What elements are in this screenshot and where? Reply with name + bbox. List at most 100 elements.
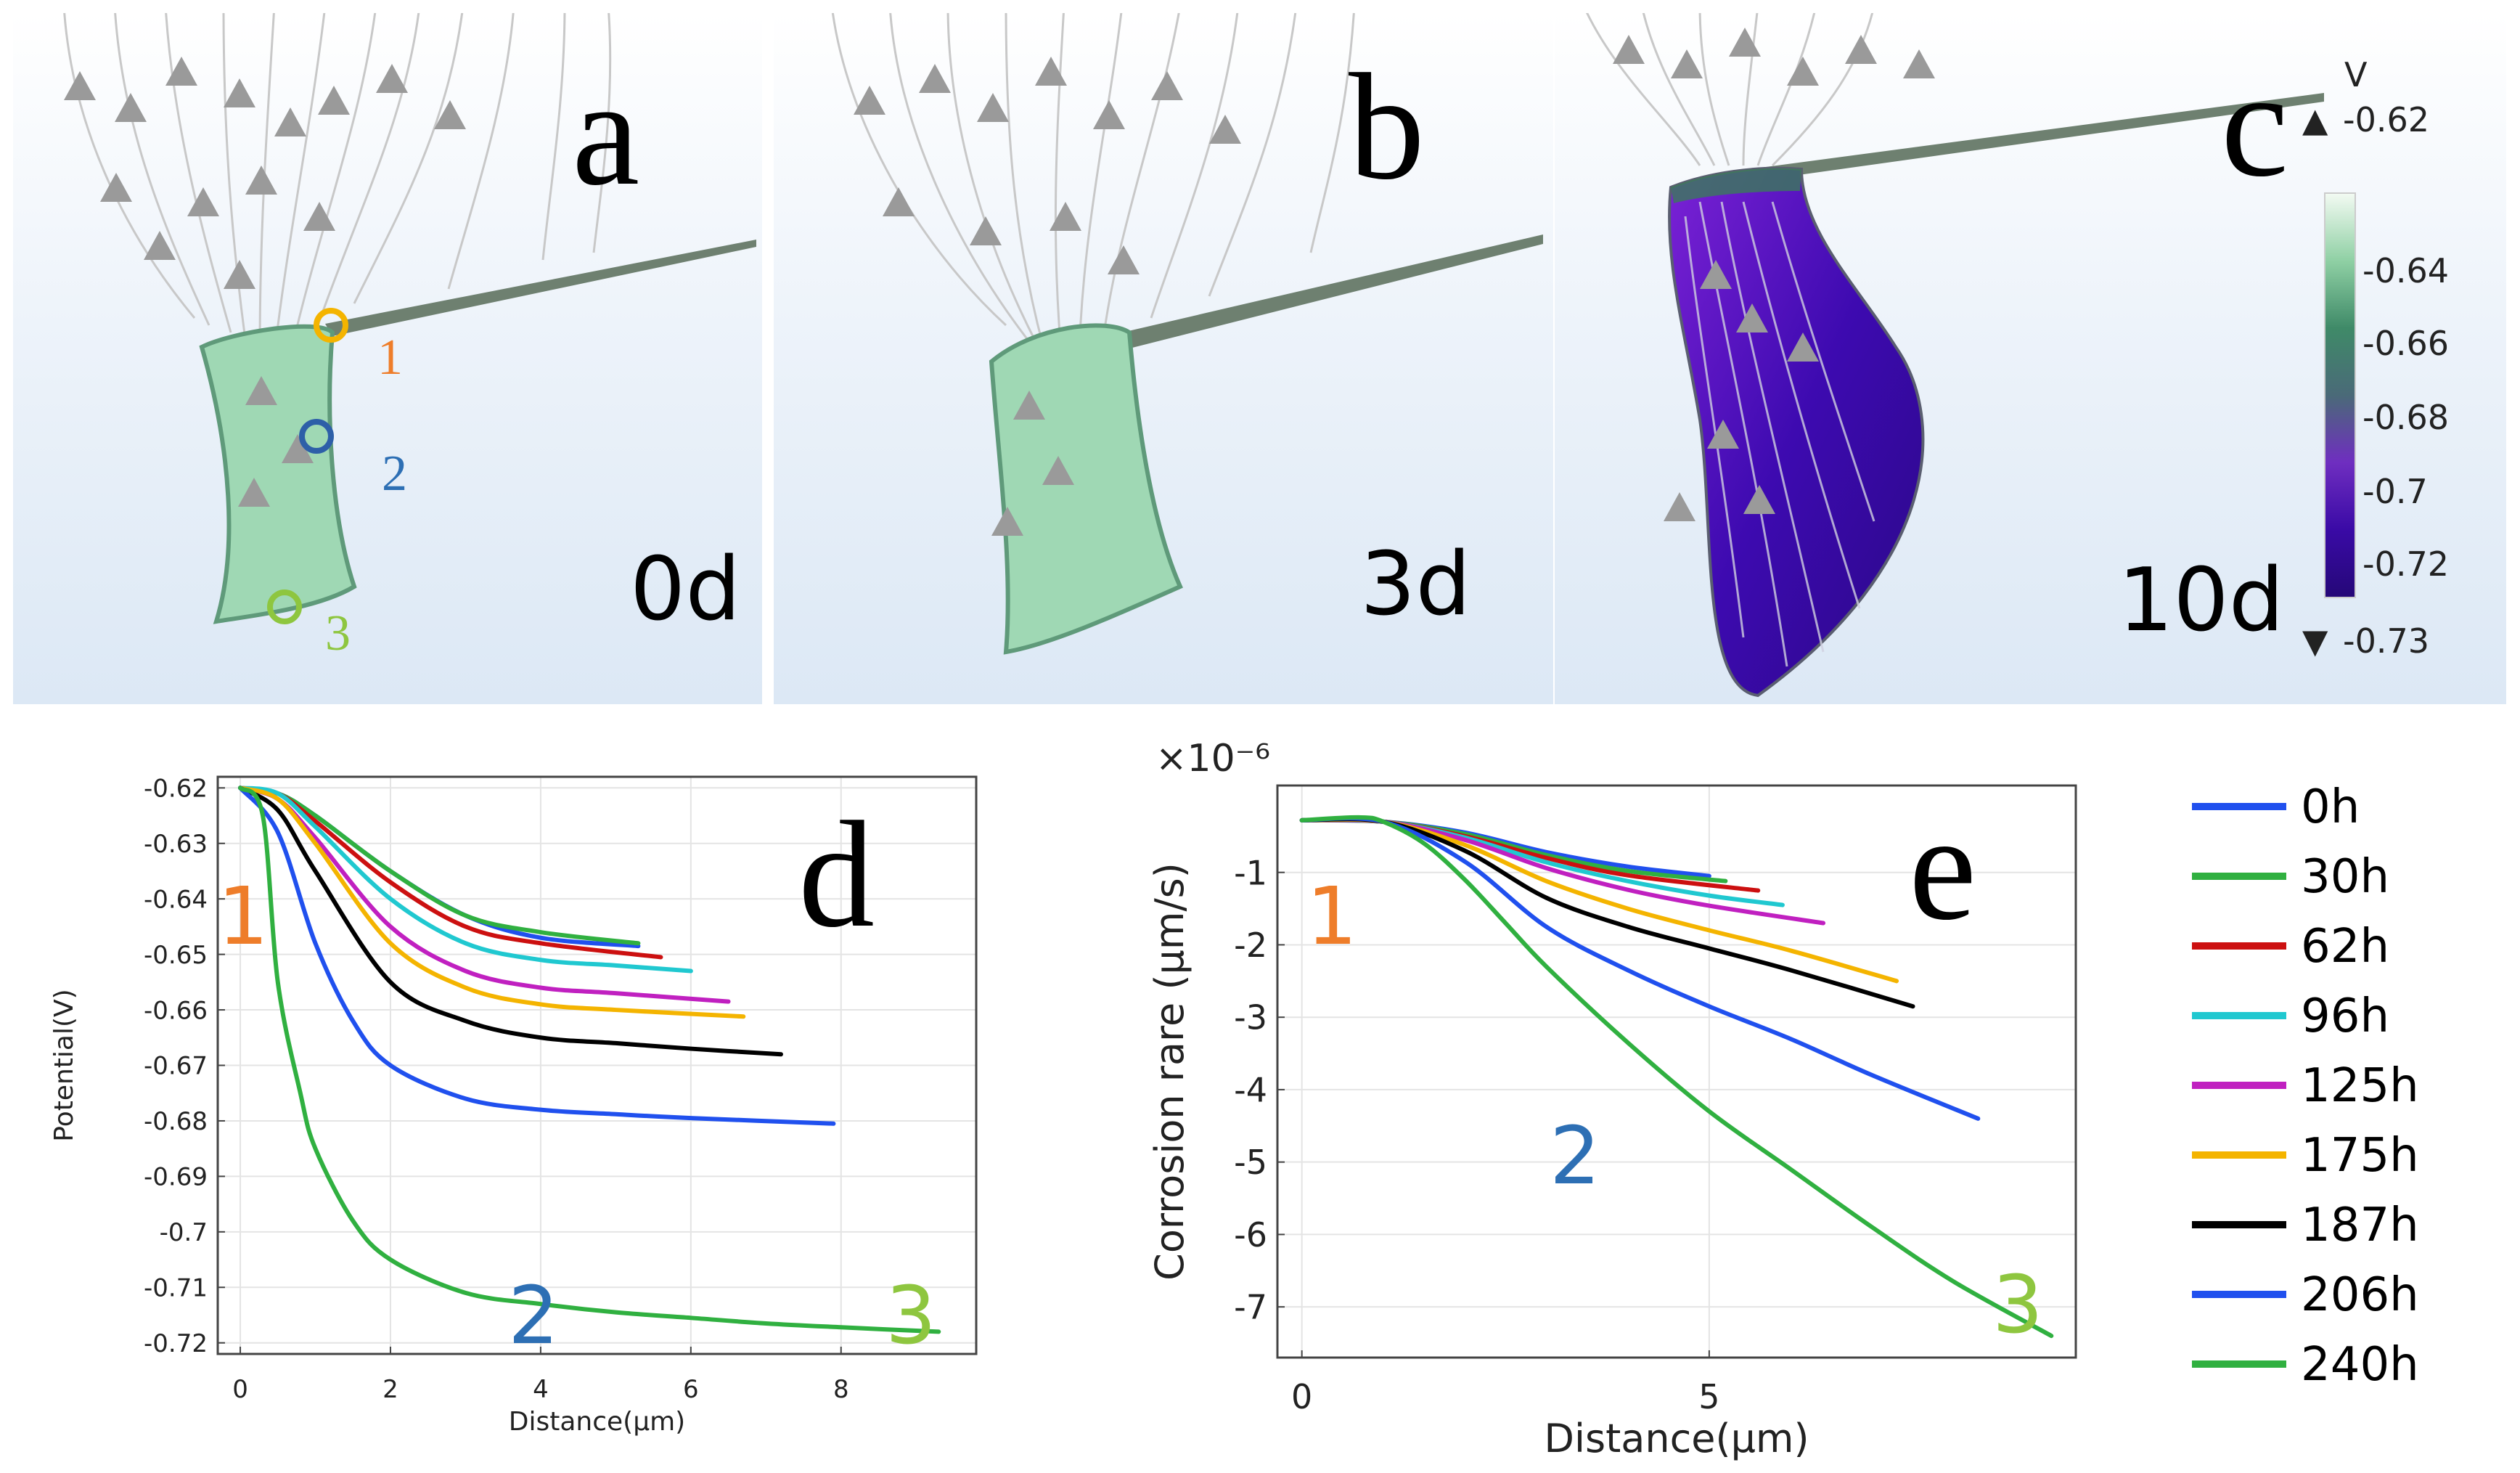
legend-item: 125h	[2192, 1059, 2511, 1113]
colorbar-tick-label: -0.72	[2362, 544, 2450, 584]
simulation-a-graphic	[62, 5, 756, 624]
legend-item: 62h	[2192, 920, 2511, 974]
legend-item: 96h	[2192, 990, 2511, 1043]
curve-annotation-3: 3	[885, 1269, 936, 1362]
y-tick-label: -2	[1234, 926, 1267, 965]
x-axis-label: Distance(μm)	[509, 1407, 685, 1437]
legend-item: 30h	[2192, 850, 2511, 904]
series-line-187h	[238, 786, 783, 1057]
series-line-96h	[238, 786, 693, 974]
panel-letter-a: a	[572, 49, 640, 217]
x-tick-label: 0	[1291, 1377, 1312, 1416]
legend-label: 206h	[2301, 1268, 2419, 1322]
legend-label: 0h	[2301, 780, 2360, 834]
series-line-206h	[1299, 816, 1981, 1121]
legend-label: 125h	[2301, 1059, 2419, 1113]
y-tick-label: -0.72	[144, 1329, 208, 1358]
series-line-240h	[1299, 815, 2054, 1339]
legend-item: 175h	[2192, 1129, 2511, 1183]
y-tick-label: -0.62	[144, 775, 208, 804]
day-label-b: 3d	[1360, 534, 1471, 635]
panel-a: a 0d 1 2 3	[13, 5, 762, 704]
colorbar-gradient	[2324, 192, 2356, 598]
y-tick-label: -1	[1234, 853, 1267, 892]
curve-annotation-1: 1	[218, 870, 269, 963]
curve-annotation-3: 3	[1992, 1258, 2043, 1351]
legend-label: 30h	[2301, 850, 2389, 904]
legend-swatch	[2192, 803, 2286, 810]
legend-label: 187h	[2301, 1199, 2419, 1252]
colorbar-tick-label: -0.68	[2362, 398, 2450, 437]
legend-label: 96h	[2301, 990, 2389, 1043]
x-tick-label: 2	[382, 1375, 398, 1404]
legend-label: 175h	[2301, 1129, 2419, 1183]
legend-swatch	[2192, 942, 2286, 950]
curve-annotation-2: 2	[508, 1269, 559, 1362]
legend-swatch	[2192, 1012, 2286, 1019]
simulation-c-graphic	[1582, 5, 2324, 698]
x-tick-label: 4	[533, 1375, 549, 1404]
y-tick-label: -0.7	[160, 1218, 208, 1247]
y-tick-label: -3	[1234, 998, 1267, 1037]
legend-swatch	[2192, 1360, 2286, 1368]
y-tick-label: -7	[1234, 1288, 1267, 1327]
colorbar-max-triangle-icon: ▲	[2302, 100, 2328, 139]
panel-letter-d: d	[798, 791, 875, 959]
plot-frame	[1276, 784, 2077, 1359]
series-line-206h	[238, 786, 836, 1126]
point-marker-1: 1	[377, 330, 403, 385]
legend-item: 0h	[2192, 780, 2511, 834]
day-label-a: 0d	[630, 539, 741, 640]
y-multiplier-label: ×10⁻⁶	[1155, 737, 1270, 780]
colorbar-max-label: -0.62	[2343, 100, 2430, 139]
y-tick-label: -5	[1234, 1143, 1267, 1182]
legend-item: 206h	[2192, 1268, 2511, 1322]
day-label-c: 10d	[2118, 550, 2284, 651]
y-tick-label: -0.71	[144, 1274, 208, 1303]
curve-annotation-2: 2	[1550, 1109, 1600, 1202]
colorbar-min-triangle-icon: ▼	[2302, 621, 2328, 661]
y-tick-label: -0.68	[144, 1107, 208, 1136]
y-tick-label: -0.65	[144, 941, 208, 970]
y-axis-label: Corrosion rare (μm/s)	[1147, 862, 1192, 1281]
series-line-175h	[238, 786, 746, 1019]
chart-e-corrosion-rate: 0 5 -1 -2 -3 -4 -5 -6 -7 Distance(μm) Corrosion ra…	[1147, 737, 2077, 1461]
legend: 0h 30h 62h 96h 125h 175h 187h 206h 240h	[2192, 784, 2511, 1423]
x-tick-label: 5	[1698, 1377, 1719, 1416]
point-marker-2: 2	[382, 446, 407, 502]
panel-letter-e: e	[1909, 783, 1977, 952]
series-line-240h	[238, 786, 941, 1334]
legend-item: 187h	[2192, 1199, 2511, 1252]
chart-d-potential: 0 2 4 6 8 -0.62 -0.63 -0.64 -0.65 -0.66 -0.67 -0.68…	[49, 775, 978, 1437]
panel-b: b 3d	[774, 5, 1553, 704]
panel-letter-b: b	[1349, 43, 1425, 211]
legend-swatch	[2192, 873, 2286, 880]
x-tick-label: 8	[833, 1375, 849, 1404]
legend-swatch	[2192, 1221, 2286, 1228]
y-axis-label: Potential(V)	[49, 989, 79, 1141]
legend-swatch	[2192, 1291, 2286, 1298]
colorbar-min-label: -0.73	[2343, 621, 2430, 661]
legend-swatch	[2192, 1082, 2286, 1089]
colorbar-tick-label: -0.7	[2362, 472, 2428, 511]
legend-label: 240h	[2301, 1338, 2419, 1392]
y-tick-label: -0.66	[144, 996, 208, 1025]
y-tick-label: -4	[1234, 1070, 1267, 1109]
x-axis-label: Distance(μm)	[1544, 1416, 1809, 1461]
x-tick-label: 0	[232, 1375, 248, 1404]
legend-label: 62h	[2301, 920, 2389, 974]
legend-item: 240h	[2192, 1338, 2511, 1392]
legend-swatch	[2192, 1151, 2286, 1159]
colorbar: V ▲ -0.62 -0.64 -0.66 -0.68 -0.7 -0.72 ▼…	[2286, 44, 2520, 682]
y-tick-label: -0.63	[144, 830, 208, 859]
colorbar-unit: V	[2344, 55, 2368, 94]
simulation-b-graphic	[830, 5, 1543, 655]
y-tick-label: -0.67	[144, 1052, 208, 1081]
y-tick-label: -6	[1234, 1215, 1267, 1254]
colorbar-tick-label: -0.64	[2362, 251, 2450, 290]
x-tick-label: 6	[683, 1375, 699, 1404]
curve-annotation-1: 1	[1306, 870, 1357, 963]
y-tick-label: -0.69	[144, 1163, 208, 1192]
y-tick-label: -0.64	[144, 885, 208, 914]
panel-letter-c: c	[2221, 40, 2289, 208]
